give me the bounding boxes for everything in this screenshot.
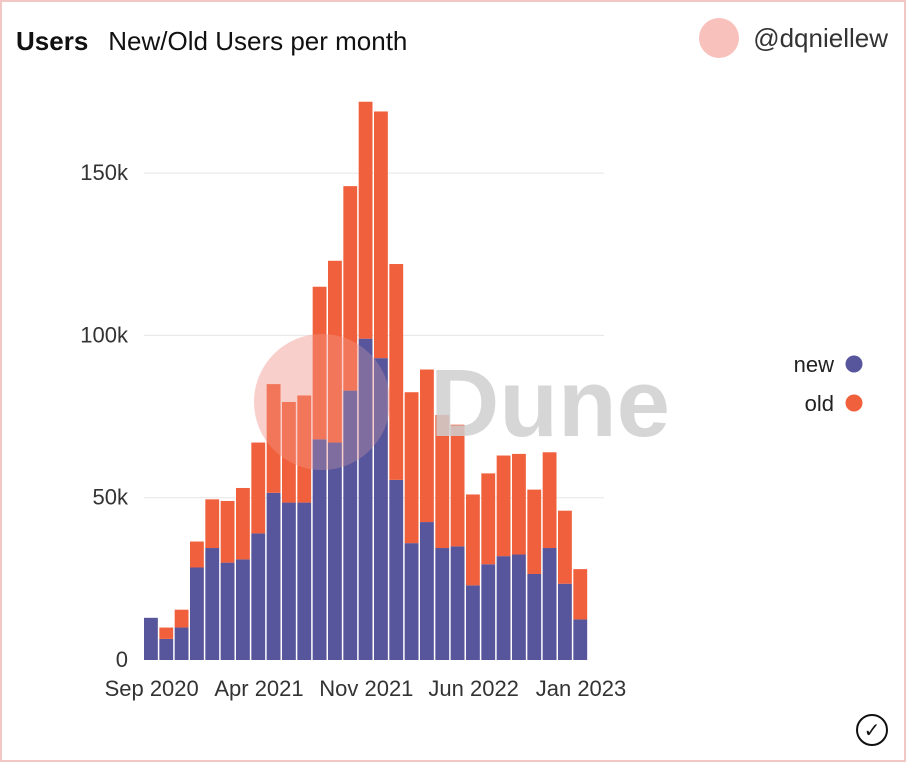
bar-new[interactable] xyxy=(404,543,419,660)
author-avatar xyxy=(699,18,740,58)
legend-label[interactable]: old xyxy=(805,391,834,416)
bar-new[interactable] xyxy=(496,556,511,660)
bar-new[interactable] xyxy=(450,546,465,660)
bar-new[interactable] xyxy=(343,390,358,660)
bar-new[interactable] xyxy=(174,627,189,660)
bar-old[interactable] xyxy=(190,541,204,568)
bar-old[interactable] xyxy=(220,500,235,563)
bar-old[interactable] xyxy=(374,111,388,359)
query-title: Users xyxy=(16,25,89,56)
bar-new[interactable] xyxy=(312,439,327,660)
bar-new[interactable] xyxy=(542,548,557,660)
x-tick-label: Nov 2021 xyxy=(319,676,413,701)
bar-old[interactable] xyxy=(527,489,542,574)
watermark-text: Dune xyxy=(430,350,670,457)
author-link[interactable]: @dqniellew xyxy=(699,18,888,58)
bar-old[interactable] xyxy=(435,414,450,549)
bar-new[interactable] xyxy=(266,492,281,660)
bar-new[interactable] xyxy=(558,583,572,660)
bar-new[interactable] xyxy=(251,533,266,660)
bar-new[interactable] xyxy=(481,564,496,660)
check-circle-icon[interactable]: ✓ xyxy=(856,714,888,746)
watermark-overlay-circle xyxy=(254,334,390,470)
bar-new[interactable] xyxy=(527,573,542,660)
bar-old[interactable] xyxy=(404,392,419,544)
bar-new[interactable] xyxy=(389,479,404,660)
bar-old[interactable] xyxy=(481,473,496,565)
bar-old[interactable] xyxy=(312,286,327,440)
bar-old[interactable] xyxy=(420,369,434,523)
bar-old[interactable] xyxy=(328,260,342,443)
bar-new[interactable] xyxy=(466,585,480,660)
bar-old[interactable] xyxy=(297,395,312,503)
bar-old[interactable] xyxy=(512,453,526,555)
bar-new[interactable] xyxy=(512,554,526,660)
bar-old[interactable] xyxy=(205,499,220,549)
y-tick-label: 0 xyxy=(116,647,128,672)
bar-old[interactable] xyxy=(251,442,266,534)
bar-old[interactable] xyxy=(343,186,358,391)
bar-new[interactable] xyxy=(328,442,342,660)
x-tick-label: Sep 2020 xyxy=(105,676,199,701)
bar-old[interactable] xyxy=(466,494,480,586)
bar-new[interactable] xyxy=(435,548,450,660)
legend-swatch[interactable] xyxy=(845,355,863,373)
bar-new[interactable] xyxy=(420,522,434,660)
bar-old[interactable] xyxy=(496,455,511,557)
bar-new[interactable] xyxy=(144,617,158,660)
bar-new[interactable] xyxy=(205,548,220,660)
bar-old[interactable] xyxy=(266,384,281,493)
x-tick-label: Jan 2023 xyxy=(536,676,627,701)
bar-new[interactable] xyxy=(374,358,388,660)
bar-old[interactable] xyxy=(542,452,557,549)
y-tick-label: 100k xyxy=(80,322,129,347)
bar-old[interactable] xyxy=(558,510,572,584)
bar-old[interactable] xyxy=(174,609,189,628)
bar-new[interactable] xyxy=(282,502,296,660)
y-tick-label: 50k xyxy=(93,485,129,510)
bar-old[interactable] xyxy=(450,424,465,547)
bar-new[interactable] xyxy=(297,502,312,660)
bar-old[interactable] xyxy=(236,487,250,560)
bar-old[interactable] xyxy=(358,101,373,339)
author-handle: @dqniellew xyxy=(753,22,888,53)
legend-label[interactable]: new xyxy=(794,352,834,377)
bar-new[interactable] xyxy=(190,567,204,660)
chart-header: Users New/Old Users per month xyxy=(16,24,407,58)
bar-old[interactable] xyxy=(573,569,588,620)
x-tick-label: Apr 2021 xyxy=(214,676,303,701)
bar-new[interactable] xyxy=(573,619,588,660)
bar-old[interactable] xyxy=(282,401,296,503)
x-tick-label: Jun 2022 xyxy=(428,676,519,701)
bar-new[interactable] xyxy=(159,638,174,660)
y-tick-label: 150k xyxy=(80,160,129,185)
bar-new[interactable] xyxy=(220,562,235,660)
bar-old[interactable] xyxy=(159,627,174,639)
chart-subtitle: New/Old Users per month xyxy=(108,25,408,56)
legend-swatch[interactable] xyxy=(845,394,863,412)
bar-new[interactable] xyxy=(358,338,373,660)
bar-old[interactable] xyxy=(389,264,404,480)
bar-new[interactable] xyxy=(236,559,250,660)
